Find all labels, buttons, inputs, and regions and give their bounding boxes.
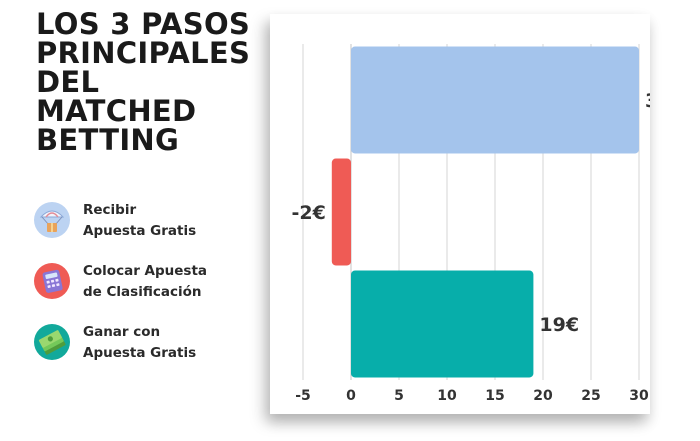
- title-line-1: LOS 3 PASOS: [36, 7, 251, 41]
- data-label-3: 19€: [539, 314, 579, 336]
- legend-item-ganar: Ganar con Apuesta Gratis: [34, 322, 254, 370]
- legend-line: Colocar Apuesta: [83, 263, 208, 279]
- title-line-3: DEL MATCHED: [36, 65, 197, 128]
- legend-label-ganar: Ganar con Apuesta Gratis: [83, 322, 196, 364]
- x-tick-label: 10: [437, 388, 457, 404]
- bar-1: [351, 46, 639, 154]
- legend-label-colocar: Colocar Apuesta de Clasificación: [83, 261, 207, 303]
- x-tick-label: 5: [394, 388, 404, 404]
- data-label-2: -2€: [291, 202, 325, 224]
- legend-line: Ganar con: [83, 324, 161, 340]
- left-panel: LOS 3 PASOS PRINCIPALES DEL MATCHED BETT…: [0, 0, 262, 441]
- data-label-1: 30€: [645, 90, 650, 112]
- legend-line: Apuesta Gratis: [83, 223, 197, 239]
- x-tick-label: 15: [485, 388, 504, 404]
- x-tick-label: 0: [346, 388, 356, 404]
- x-tick-label: 30: [629, 388, 649, 404]
- bar-chart: 30€ -2€ 19€ -5 0 5 10 15 20 25 30: [291, 44, 650, 404]
- title-line-4: BETTING: [36, 123, 180, 157]
- bar-3: [351, 270, 534, 378]
- bar-2: [331, 158, 351, 266]
- money-stack-icon: [34, 324, 70, 360]
- x-tick-label: 25: [581, 388, 600, 404]
- legend-item-colocar: Colocar Apuesta de Clasificación: [34, 261, 254, 309]
- legend-label-recibir: Recibir Apuesta Gratis: [83, 200, 196, 242]
- legend-line: Recibir: [83, 202, 137, 218]
- x-tick-label: -5: [295, 388, 311, 404]
- title-line-2: PRINCIPALES: [36, 36, 251, 70]
- legend-line: de Clasificación: [83, 284, 202, 300]
- parachute-gift-icon: [34, 202, 70, 238]
- legend-item-recibir: Recibir Apuesta Gratis: [34, 200, 254, 248]
- page-title: LOS 3 PASOS PRINCIPALES DEL MATCHED BETT…: [36, 10, 266, 155]
- x-tick-label: 20: [533, 388, 553, 404]
- legend-line: Apuesta Gratis: [83, 345, 197, 361]
- calculator-icon: [34, 263, 70, 299]
